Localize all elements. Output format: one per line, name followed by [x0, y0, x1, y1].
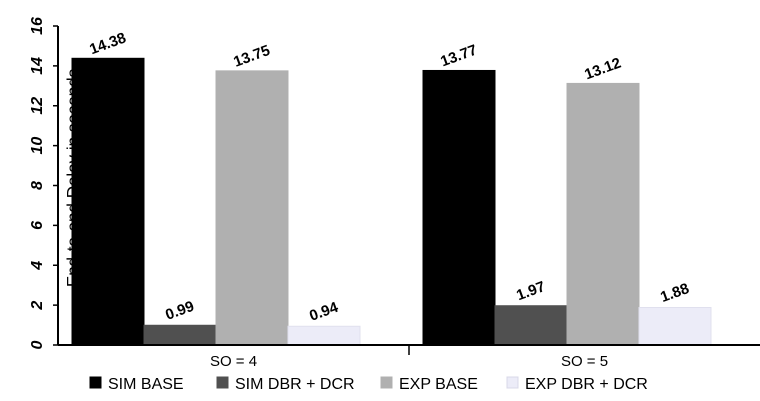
legend: SIM BASE SIM DBR + DCR EXP BASE EXP DBR + D…: [89, 376, 648, 393]
y-tick-label: 8: [29, 181, 46, 190]
data-label: 1.97: [514, 278, 547, 304]
data-label: 0.94: [307, 299, 341, 325]
y-tick-label: 4: [29, 261, 46, 271]
bar: [638, 307, 712, 346]
data-label: 13.75: [231, 42, 272, 71]
data-label: 13.77: [438, 42, 479, 71]
legend-label: EXP DBR + DCR: [525, 376, 648, 393]
bar: [71, 57, 145, 346]
data-label: 1.88: [658, 280, 691, 306]
y-tick-label: 16: [29, 17, 46, 35]
y-tick-label: 12: [29, 97, 46, 115]
y-tick-label: 2: [29, 301, 46, 311]
legend-swatch: [216, 376, 229, 389]
legend-label: EXP BASE: [399, 376, 478, 393]
legend-swatch: [380, 376, 393, 389]
y-axis: 0 2 4 6 8 10 12 14 16: [29, 17, 59, 349]
bar: [566, 82, 640, 346]
legend-label: SIM DBR + DCR: [235, 376, 355, 393]
bar: [215, 70, 289, 346]
x-axis: SO = 4 SO = 5: [58, 344, 760, 370]
legend-swatch: [506, 376, 519, 389]
y-tick-label: 6: [29, 221, 46, 230]
bar: [494, 305, 568, 346]
y-tick-label: 0: [29, 340, 46, 349]
bars: 14.38 0.99 13.75 0.94 13.77 1.97 13.12 1.88: [71, 29, 712, 346]
bar: [143, 324, 217, 346]
x-category-label: SO = 4: [210, 353, 257, 370]
x-category-label: SO = 5: [561, 353, 608, 370]
data-label: 0.99: [163, 298, 196, 324]
bar: [287, 325, 361, 346]
bar: [422, 69, 496, 346]
y-tick-label: 10: [29, 137, 46, 155]
data-label: 14.38: [87, 29, 128, 58]
data-label: 13.12: [582, 55, 623, 84]
legend-swatch: [89, 376, 102, 389]
y-tick-label: 14: [29, 57, 46, 75]
legend-label: SIM BASE: [108, 376, 184, 393]
